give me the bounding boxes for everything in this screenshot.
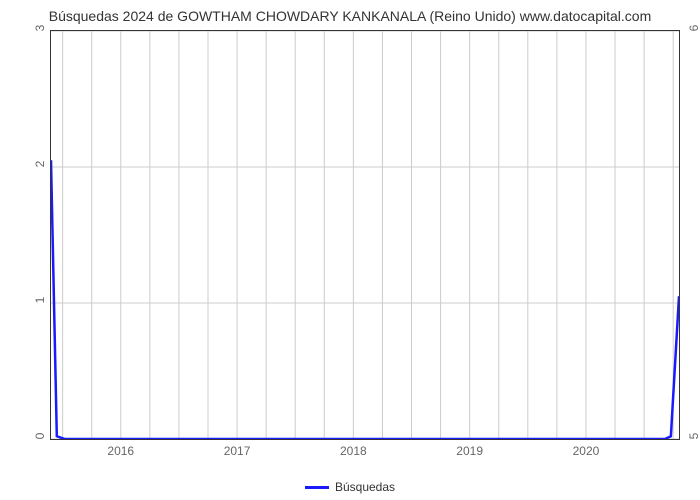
line-series	[51, 31, 679, 439]
y-tick-label: 1	[33, 290, 47, 310]
x-tick-label: 2017	[217, 444, 257, 458]
y-tick-label: 2	[33, 154, 47, 174]
legend: Búsquedas	[0, 480, 700, 494]
chart-title: Búsquedas 2024 de GOWTHAM CHOWDARY KANKA…	[0, 8, 700, 24]
x-tick-label: 2016	[101, 444, 141, 458]
x-tick-label: 2019	[450, 444, 490, 458]
plot-area	[50, 30, 680, 440]
chart-container: { "chart": { "type": "line", "title": "B…	[0, 0, 700, 500]
y2-tick-label: 5	[687, 426, 700, 446]
y-tick-label: 3	[33, 18, 47, 38]
y-tick-label: 0	[33, 426, 47, 446]
legend-label: Búsquedas	[335, 480, 395, 494]
y2-tick-label: 6	[687, 18, 700, 38]
x-tick-label: 2018	[333, 444, 373, 458]
x-tick-label: 2020	[566, 444, 606, 458]
legend-swatch	[305, 486, 329, 489]
